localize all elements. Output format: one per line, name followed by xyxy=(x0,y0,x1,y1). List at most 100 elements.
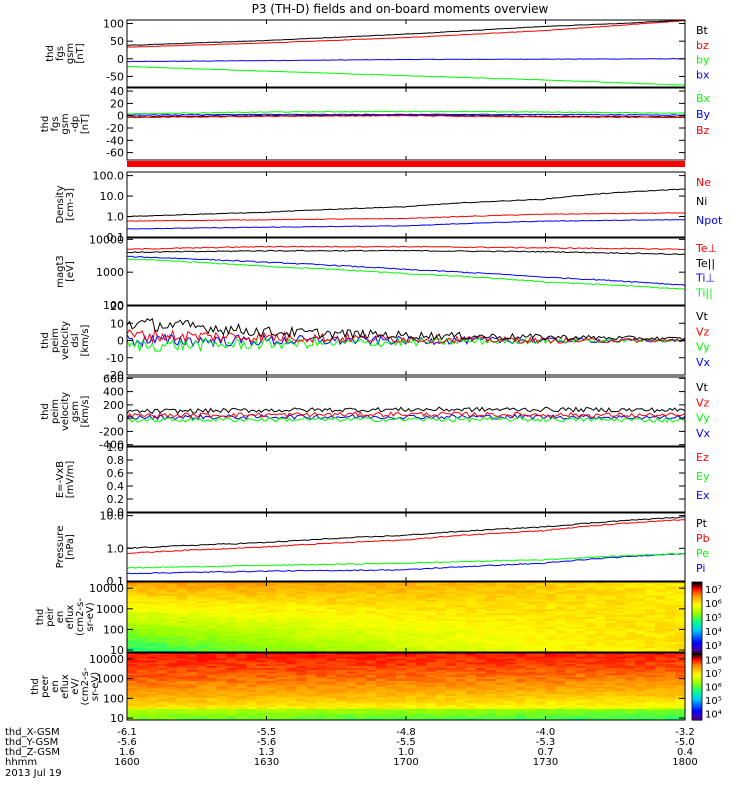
heatmap-cell xyxy=(475,607,487,610)
heatmap-cell xyxy=(495,662,507,665)
heatmap-cell xyxy=(655,662,666,665)
heatmap-cell xyxy=(635,642,646,645)
heatmap-cell xyxy=(525,686,537,689)
heatmap-cell xyxy=(266,593,278,597)
heatmap-cell xyxy=(485,585,497,589)
x-row-value: -6.1 xyxy=(117,727,137,738)
heatmap-cell xyxy=(555,680,567,684)
heatmap-cell xyxy=(127,648,138,651)
heatmap-cell xyxy=(435,593,447,597)
heatmap-cell xyxy=(645,695,656,699)
heatmap-cell xyxy=(406,585,417,589)
heatmap-cell xyxy=(585,611,596,614)
heatmap-cell xyxy=(416,636,427,639)
heatmap-cell xyxy=(326,601,337,604)
heatmap-cell xyxy=(465,615,477,618)
heatmap-cell xyxy=(356,607,367,610)
heatmap-cell xyxy=(665,692,676,695)
heatmap-cell xyxy=(206,646,218,649)
heatmap-cell xyxy=(515,686,527,689)
heatmap-cell xyxy=(156,585,168,589)
panel-data xyxy=(127,516,685,575)
heatmap-cell xyxy=(625,628,636,632)
heatmap-cell xyxy=(495,714,507,717)
heatmap-cell xyxy=(495,667,507,671)
heatmap-cell xyxy=(236,595,248,599)
heatmap-cell xyxy=(137,618,148,622)
series-line xyxy=(127,552,685,569)
heatmap-cell xyxy=(435,653,447,656)
heatmap-cell xyxy=(435,660,447,663)
heatmap-cell xyxy=(585,599,596,602)
colorbar-segment xyxy=(692,607,702,611)
heatmap-cell xyxy=(675,653,685,656)
heatmap-cell xyxy=(356,620,367,624)
heatmap-cell xyxy=(535,697,547,701)
heatmap-cell xyxy=(236,640,248,643)
heatmap-cell xyxy=(645,650,656,652)
heatmap-cell xyxy=(296,624,307,628)
heatmap-cell xyxy=(246,646,258,649)
heatmap-cell xyxy=(256,628,268,632)
heatmap-cell xyxy=(615,705,626,708)
heatmap-cell xyxy=(256,669,268,673)
heatmap-cell xyxy=(645,624,656,628)
heatmap-cell xyxy=(376,707,387,710)
heatmap-cell xyxy=(495,583,507,587)
heatmap-cell xyxy=(386,656,397,660)
heatmap-cell xyxy=(475,707,487,710)
x-row-label: thd_Z-GSM xyxy=(5,747,60,758)
heatmap-cell xyxy=(296,650,307,652)
heatmap-cell xyxy=(655,653,666,656)
heatmap-cell xyxy=(406,634,417,637)
heatmap-cell xyxy=(565,626,576,630)
heatmap-cell xyxy=(475,662,487,665)
heatmap-cell xyxy=(485,644,497,647)
heatmap-cell xyxy=(615,710,626,714)
heatmap-cell xyxy=(186,597,198,601)
heatmap-cell xyxy=(665,609,676,612)
heatmap-cell xyxy=(655,611,666,614)
heatmap-cell xyxy=(176,583,188,587)
heatmap-cell xyxy=(515,603,527,606)
heatmap-cell xyxy=(376,595,387,599)
heatmap-cell xyxy=(236,620,248,624)
colorbar-segment xyxy=(692,621,702,625)
heatmap-cell xyxy=(535,640,547,643)
heatmap-cell xyxy=(216,699,228,702)
heatmap-cell xyxy=(525,658,537,662)
heatmap-cell xyxy=(425,673,437,676)
heatmap-cell xyxy=(575,632,586,636)
heatmap-cell xyxy=(655,646,666,649)
heatmap-cell xyxy=(495,650,507,652)
legend-label: Bt xyxy=(696,24,709,37)
heatmap-cell xyxy=(326,618,337,622)
heatmap-cell xyxy=(485,613,497,616)
heatmap-cell xyxy=(356,595,367,599)
heatmap-cell xyxy=(176,622,188,626)
heatmap-cell xyxy=(336,686,347,689)
heatmap-cell xyxy=(675,624,685,628)
heatmap-cell xyxy=(505,605,517,608)
heatmap-cell xyxy=(555,692,567,695)
heatmap-cell xyxy=(396,603,407,606)
heatmap-cell xyxy=(615,638,626,641)
heatmap-cell xyxy=(226,653,238,656)
heatmap-cell xyxy=(246,605,258,608)
heatmap-cell xyxy=(146,707,158,710)
heatmap-cell xyxy=(465,692,477,695)
heatmap-cell xyxy=(675,701,685,704)
heatmap-cell xyxy=(425,680,437,684)
heatmap-cell xyxy=(545,593,557,597)
heatmap-cell xyxy=(186,695,198,699)
heatmap-cell xyxy=(555,640,567,643)
heatmap-cell xyxy=(306,640,317,643)
heatmap-cell xyxy=(366,675,377,678)
panel-data xyxy=(127,188,685,230)
heatmap-cell xyxy=(296,605,307,608)
heatmap-cell xyxy=(356,692,367,695)
heatmap-cell xyxy=(625,582,636,585)
heatmap-cell xyxy=(625,583,636,587)
heatmap-cell xyxy=(655,640,666,643)
heatmap-cell xyxy=(296,658,307,662)
